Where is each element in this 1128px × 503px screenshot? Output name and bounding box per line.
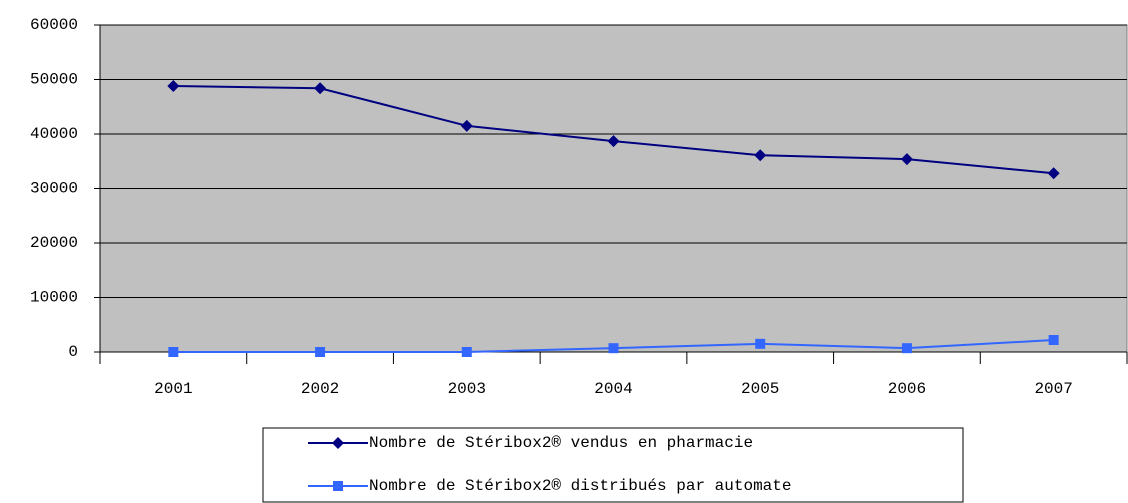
legend-label: Nombre de Stéribox2® distribués par auto… (369, 477, 791, 495)
y-tick-label: 50000 (30, 71, 78, 89)
data-point (168, 347, 179, 357)
y-tick-label: 30000 (30, 180, 78, 198)
x-tick-label: 2005 (741, 380, 779, 398)
y-tick-label: 20000 (30, 234, 78, 252)
data-point (315, 347, 326, 357)
y-tick-label: 10000 (30, 289, 78, 307)
data-point (607, 135, 620, 148)
legend-marker (333, 481, 343, 491)
data-point (167, 80, 180, 93)
data-point (1048, 335, 1059, 346)
y-tick-label: 60000 (30, 16, 78, 34)
legend-label: Nombre de Stéribox2® vendus en pharmacie (369, 434, 753, 452)
x-tick-label: 2007 (1034, 380, 1072, 398)
x-tick-label: 2001 (154, 380, 192, 398)
data-point (314, 82, 327, 95)
data-point (900, 153, 913, 166)
data-point (901, 343, 912, 354)
y-tick-label: 40000 (30, 125, 78, 143)
data-point (754, 149, 767, 162)
legend-marker (332, 437, 344, 449)
x-tick-label: 2006 (888, 380, 926, 398)
data-point (755, 338, 766, 349)
data-point (608, 343, 619, 354)
data-point (461, 347, 472, 357)
x-tick-label: 2004 (594, 380, 632, 398)
x-tick-label: 2003 (448, 380, 486, 398)
data-point (1047, 167, 1060, 180)
data-point (460, 119, 473, 132)
legend (262, 427, 964, 503)
y-tick-label: 0 (68, 343, 78, 361)
x-tick-label: 2002 (301, 380, 339, 398)
